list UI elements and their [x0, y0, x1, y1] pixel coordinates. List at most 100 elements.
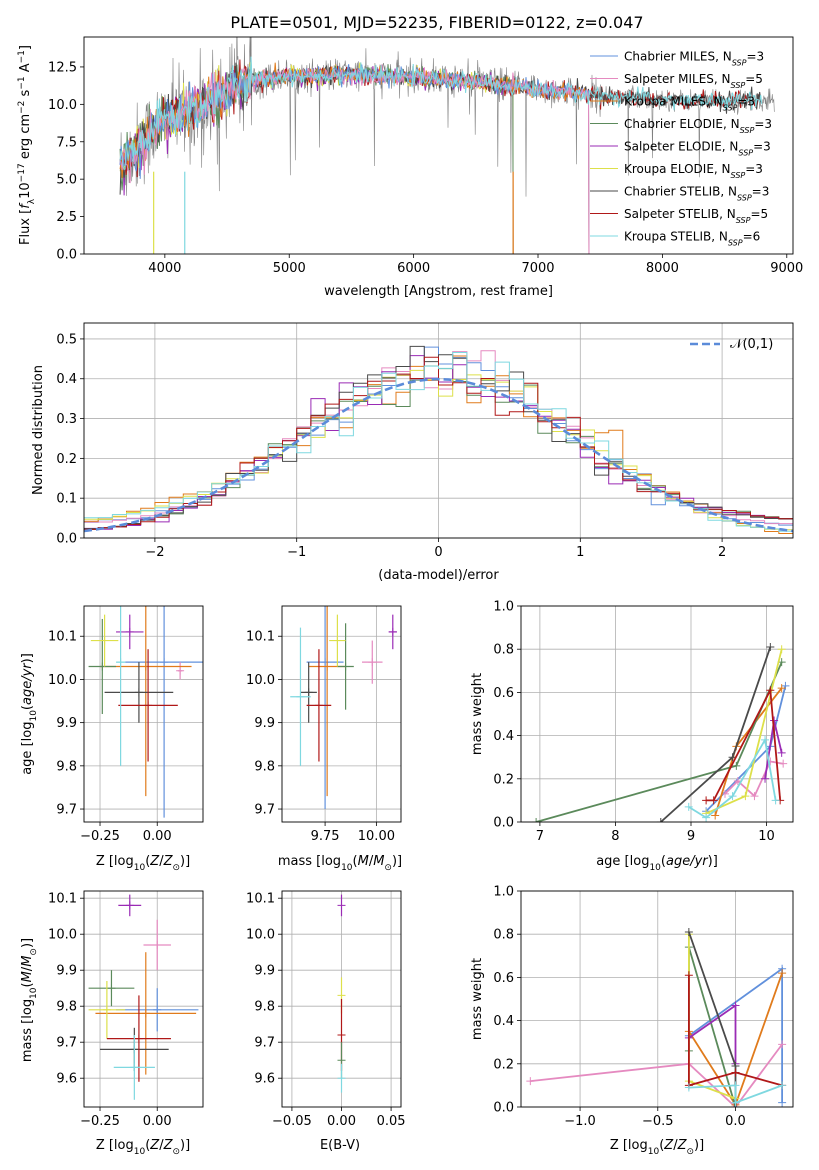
axes-frame [83, 36, 794, 255]
plot-area-mass_vs_Z [88, 894, 199, 1100]
legend-label: 𝒩(0,1) [730, 337, 773, 352]
data-point [107, 984, 116, 993]
y-tick-label: 9.8 [254, 759, 275, 774]
legend-label: Salpeter MILES, NSSP=5 [624, 72, 763, 90]
plot-area-age_vs_Z [88, 606, 203, 818]
data-point [337, 1074, 346, 1083]
y-tick-label: 0.1 [56, 492, 77, 507]
x-tick-label: 0 [434, 545, 442, 560]
y-tick-label: 10.1 [48, 630, 77, 645]
y-tick-label: 1.0 [493, 600, 514, 615]
y-tick-label: 0.6 [493, 971, 514, 986]
axes-frame [83, 322, 794, 539]
histogram-step-line [84, 352, 793, 532]
axes-residuals: −2 −1 0 1 2 0.0 0.1 0.2 0.3 0.4 0.5 𝒩(0,1) (data-mod… [31, 322, 794, 583]
x-tick-label: 9.75 [311, 829, 340, 844]
x-axis-label: Z [log10(Z/Z⊙)] [610, 1138, 704, 1157]
model-fit-line [119, 56, 763, 171]
data-point [333, 636, 342, 645]
series-point [684, 928, 693, 937]
series-point [777, 684, 786, 693]
x-tick-label: −0.25 [80, 829, 120, 844]
y-tick-label: 10.1 [48, 892, 77, 907]
x-axis-label: mass [log10(M/M⊙)] [278, 854, 402, 873]
data-point [323, 662, 332, 671]
plot-area-weight_vs_Z [526, 928, 787, 1107]
y-tick-label: 0.8 [493, 643, 514, 658]
data-point [337, 1031, 346, 1039]
series-point [731, 1001, 740, 1010]
x-tick-label: 0.00 [143, 1114, 172, 1129]
x-tick-label: 8 [611, 829, 619, 844]
axes-spectrum: 4000 5000 6000 7000 8000 9000 0.0 2.5 5.0 7.5 10.0… [17, 36, 803, 299]
data-point [176, 666, 185, 675]
data-point [304, 688, 313, 697]
plot-area-spectrum [119, 37, 775, 254]
y-tick-label: 2.5 [56, 210, 77, 225]
x-tick-label: −1.0 [564, 1114, 596, 1129]
axes-frame [83, 890, 204, 1108]
x-tick-label: 7000 [521, 261, 554, 276]
series-point [656, 818, 665, 822]
axes-frame [520, 890, 794, 1108]
axes-frame [281, 890, 402, 1108]
y-tick-label: 0.4 [56, 372, 77, 387]
legend-label: Kroupa STELIB, NSSP=6 [624, 230, 760, 248]
y-tick-label: 9.9 [254, 964, 275, 979]
series-point [771, 796, 780, 805]
data-point [337, 991, 346, 1000]
data-point [100, 636, 109, 645]
y-tick-label: 5.0 [56, 173, 77, 188]
series-point [684, 971, 693, 980]
data-point [134, 1034, 143, 1043]
y-tick-label: 9.9 [56, 716, 77, 731]
data-point [160, 658, 169, 667]
series-point [779, 759, 788, 768]
y-axis-label: mass [log10(M/M⊙)] [20, 938, 39, 1062]
axes-frame [83, 605, 204, 823]
series-point [777, 748, 786, 757]
data-point [153, 1005, 162, 1014]
y-tick-label: 10.0 [48, 673, 77, 688]
legend-label: Kroupa MILES, NSSP=3 [624, 95, 755, 113]
series-point [709, 796, 718, 805]
y-tick-label: 9.7 [56, 1036, 77, 1051]
x-tick-label: 10.00 [358, 829, 395, 844]
y-tick-label: 9.7 [254, 803, 275, 818]
series-point [711, 811, 720, 820]
series-line [706, 687, 782, 802]
axes-age_vs_mass: 9.75 10.00 9.7 9.8 9.9 10.0 10.1 mass [log10(M/… [246, 605, 402, 873]
y-tick-label: 12.5 [48, 60, 77, 75]
series-point [732, 761, 741, 770]
y-tick-label: 10.0 [48, 928, 77, 943]
x-tick-label: −0.25 [80, 1114, 120, 1129]
legend: Chabrier MILES, NSSP=3 Salpeter MILES, NS… [590, 50, 772, 248]
data-point [144, 701, 153, 710]
y-tick-label: 10.1 [246, 630, 275, 645]
y-tick-label: 9.8 [254, 1000, 275, 1015]
legend-label: Chabrier MILES, NSSP=3 [624, 50, 764, 68]
series-point [766, 643, 775, 652]
x-tick-label: −2 [145, 545, 164, 560]
data-point [134, 688, 143, 697]
series-point [684, 1083, 693, 1092]
x-axis-label: (data-model)/error [378, 568, 499, 583]
x-tick-label: 9 [687, 829, 695, 844]
series-point [781, 681, 790, 690]
y-tick-label: 0.0 [56, 532, 77, 547]
y-tick-label: 1.0 [493, 885, 514, 900]
x-tick-label: 0.05 [377, 1114, 406, 1129]
y-tick-label: 0.4 [493, 729, 514, 744]
series-point [761, 735, 770, 744]
y-axis-label: Flux [fλ10−17 erg cm−2 s−1 A−1] [17, 45, 37, 245]
series-point [731, 1098, 740, 1107]
y-tick-label: 7.5 [56, 135, 77, 150]
x-tick-label: 0.00 [143, 829, 172, 844]
x-tick-label: 10 [758, 829, 775, 844]
y-tick-label: 0.5 [56, 332, 77, 347]
data-point [141, 1009, 150, 1018]
x-axis-label: age [log10(age/yr)] [596, 854, 718, 873]
data-point [341, 662, 350, 671]
x-axis-label: wavelength [Angstrom, rest frame] [324, 284, 553, 299]
